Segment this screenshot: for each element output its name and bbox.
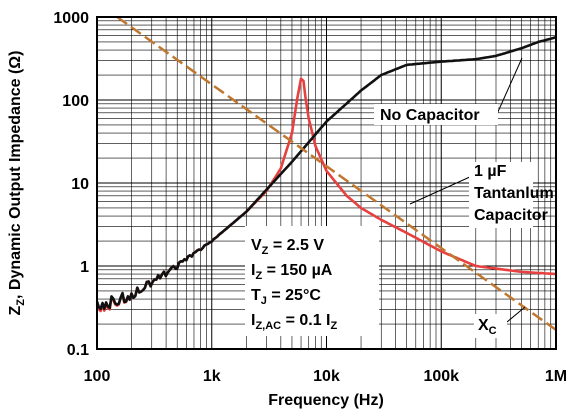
series-layer <box>95 15 557 331</box>
x-tick-label: 100 <box>84 368 111 385</box>
condition-line: IZ,AC = 0.1 IZ <box>251 312 338 332</box>
x-axis-title: Frequency (Hz) <box>268 392 384 409</box>
condition-subscript: Z <box>262 245 269 257</box>
y-tick-label: 0.1 <box>67 342 89 359</box>
condition-line: TJ = 25°C <box>251 287 321 307</box>
y-axis-title-rest: , Dynamic Output Impedance (Ω) <box>7 51 24 299</box>
condition-symbol: V <box>251 237 262 254</box>
series-xc <box>116 15 557 331</box>
condition-symbol: I <box>251 312 255 329</box>
series-no-capacitor <box>95 36 557 311</box>
xc-label-bg <box>474 314 507 338</box>
xc-label-main: X <box>478 317 489 334</box>
tant-leader <box>409 175 473 205</box>
no-cap-label-bg <box>374 104 498 125</box>
condition-subscript-2: Z <box>331 320 338 332</box>
condition-value: = 2.5 V <box>268 237 324 254</box>
condition-subscript: Z,AC <box>255 320 281 332</box>
condition-subscript: Z <box>255 270 262 282</box>
tant-label-line1: 1 µF <box>474 163 507 180</box>
no-cap-label: No Capacitor <box>380 107 480 124</box>
y-axis-title-sub: Z <box>15 299 27 306</box>
condition-symbol: T <box>251 287 261 304</box>
condition-symbol: I <box>251 262 255 279</box>
condition-subscript: J <box>261 295 267 307</box>
x-tick-label: 100k <box>423 368 459 385</box>
tick-labels: 100 1k 10k 100k 1M 0.1 1 10 100 1000 <box>53 10 567 385</box>
xc-leader <box>506 306 526 323</box>
x-tick-label: 10k <box>313 368 340 385</box>
condition-line: VZ = 2.5 V <box>251 237 324 257</box>
xc-label-sub: C <box>489 325 497 337</box>
y-tick-label: 10 <box>71 176 89 193</box>
x-tick-label: 1k <box>203 368 221 385</box>
condition-value: = 25°C <box>267 287 321 304</box>
condition-line: IZ = 150 µA <box>251 262 333 282</box>
condition-value: = 150 µA <box>262 262 333 279</box>
condition-value: = 0.1 I <box>281 312 330 329</box>
y-axis-title-main: Z <box>7 305 24 315</box>
plot-frame <box>96 16 557 350</box>
tant-label-line2: Tantanlum <box>474 185 554 202</box>
y-tick-label: 1 <box>80 259 89 276</box>
tant-label-line3: Capacitor <box>474 207 548 224</box>
xc-label: XC <box>478 317 497 337</box>
no-cap-leader <box>496 57 523 115</box>
x-tick-label: 1M <box>545 368 567 385</box>
y-tick-label: 1000 <box>53 10 89 27</box>
conditions-box <box>245 226 379 336</box>
y-tick-label: 100 <box>62 93 89 110</box>
y-axis-title: ZZ, Dynamic Output Impedance (Ω) <box>7 51 27 316</box>
tant-label-bg <box>469 162 533 228</box>
